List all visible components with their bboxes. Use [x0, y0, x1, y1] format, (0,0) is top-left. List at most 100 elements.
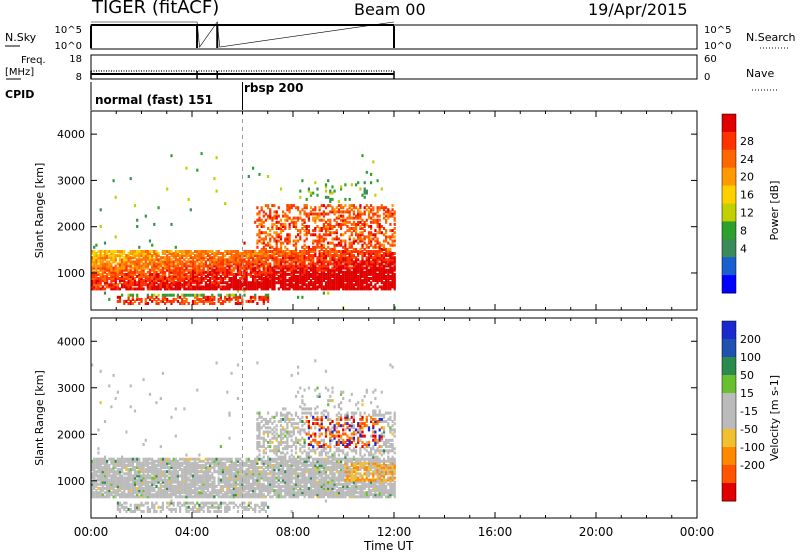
power-cell [131, 250, 134, 253]
power-cell [335, 277, 338, 280]
power-cell [252, 285, 255, 289]
power-cell [342, 258, 345, 262]
power-cell [320, 287, 323, 291]
power-cell [264, 287, 267, 291]
velocity-cell [219, 463, 222, 467]
power-cell [370, 172, 373, 176]
velocity-cell [183, 474, 186, 478]
velocity-cell [116, 390, 119, 394]
velocity-cell [161, 489, 164, 493]
velocity-cell [142, 472, 145, 476]
power-cell [176, 299, 179, 303]
velocity-cell [110, 480, 113, 484]
velocity-cell [230, 470, 233, 474]
power-cell [99, 252, 102, 255]
velocity-cell [164, 470, 167, 474]
power-cell [271, 279, 274, 283]
power-cell [352, 274, 355, 278]
power-cell [129, 293, 132, 297]
power-cell [183, 272, 186, 276]
power-cell [219, 302, 222, 305]
power-cell [118, 268, 122, 272]
velocity-cell [99, 476, 102, 480]
power-cell [133, 299, 137, 303]
power-cell [179, 295, 182, 299]
power-cell [305, 214, 308, 218]
power-cell [391, 260, 394, 264]
velocity-cell [153, 459, 156, 463]
power-cell [264, 277, 267, 280]
power-cell [324, 189, 328, 193]
power-cell [176, 260, 179, 264]
velocity-cell [118, 468, 122, 472]
power-cell [288, 225, 291, 228]
power-cell [267, 274, 270, 278]
power-cell [350, 287, 353, 291]
velocity-cell [236, 470, 240, 474]
velocity-cell [166, 489, 169, 493]
power-cell [164, 260, 167, 264]
power-cell [164, 287, 167, 291]
velocity-cell [260, 487, 263, 490]
velocity-cell [206, 468, 210, 472]
power-cell [331, 285, 334, 289]
power-cell [262, 287, 265, 291]
power-cell [196, 268, 199, 272]
power-cell [301, 252, 304, 255]
power-cell [258, 231, 261, 235]
power-cell [335, 235, 338, 239]
power-cell [155, 281, 158, 285]
power-cell [277, 270, 280, 274]
power-cell [337, 279, 340, 283]
power-cell [247, 260, 250, 264]
velocity-cell [258, 487, 261, 490]
power-cell [344, 183, 347, 187]
power-cell [157, 283, 160, 287]
velocity-cell [161, 474, 164, 478]
velocity-cell [196, 388, 199, 392]
power-cell [219, 287, 222, 291]
power-cell [382, 243, 386, 247]
power-cell [91, 270, 94, 274]
velocity-cell [123, 457, 126, 461]
power-cell [393, 274, 396, 278]
power-cell [329, 231, 332, 235]
velocity-cell [116, 484, 119, 488]
power-cell [258, 260, 261, 264]
power-cell [290, 250, 293, 253]
power-cell [136, 281, 139, 285]
power-cell [348, 245, 351, 249]
power-cell [346, 250, 349, 253]
power-cell [361, 212, 364, 216]
power-cell [337, 281, 340, 285]
velocity-cell [204, 495, 207, 499]
velocity-cell [138, 487, 141, 490]
power-cell [189, 254, 192, 258]
power-cell [174, 268, 177, 272]
power-cell [355, 233, 358, 237]
velocity-cell [239, 470, 242, 474]
velocity-cell [176, 474, 179, 478]
power-cell [206, 274, 210, 278]
power-cell [213, 277, 216, 280]
power-cell [286, 254, 289, 258]
power-cell [348, 268, 351, 272]
power-cell [258, 229, 261, 233]
velocity-cell [97, 474, 100, 478]
velocity-cell [157, 474, 160, 478]
power-cell [211, 264, 214, 268]
velocity-cell [99, 468, 102, 472]
velocity-cell [245, 480, 248, 484]
velocity-cell [168, 501, 171, 505]
velocity-cell [185, 463, 188, 467]
power-cell [365, 250, 368, 253]
power-cell [327, 250, 330, 253]
power-cell [245, 270, 248, 274]
velocity-cell [110, 493, 113, 497]
power-cell [382, 245, 386, 249]
power-cell [159, 281, 162, 285]
power-cell [198, 283, 201, 287]
velocity-cell [179, 489, 182, 493]
power-cell [157, 260, 160, 264]
power-cell [307, 252, 310, 255]
